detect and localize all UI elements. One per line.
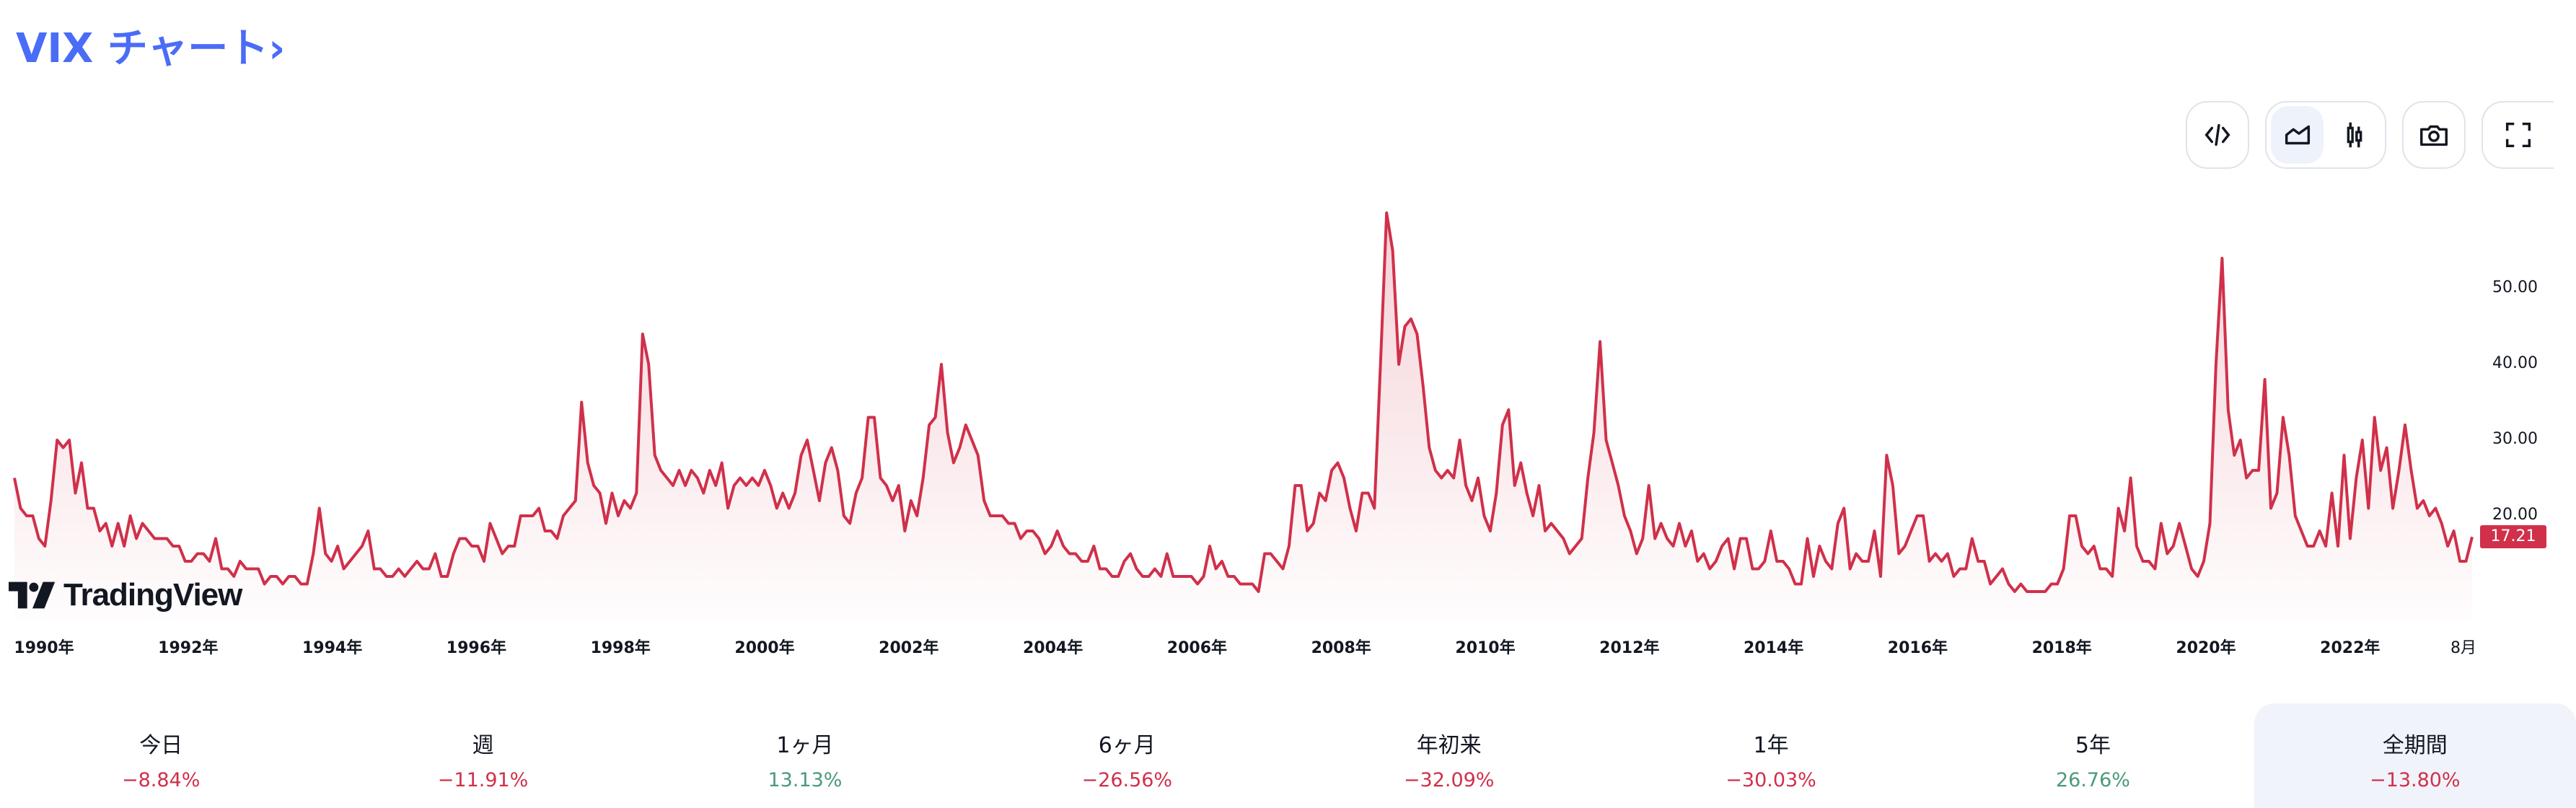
tradingview-logo-icon xyxy=(9,581,56,609)
perf-tab-6month[interactable]: 6ヶ月 −26.56% xyxy=(966,703,1288,808)
chart-title-link[interactable]: VIX チャート› xyxy=(16,25,286,72)
perf-value: 26.76% xyxy=(2055,769,2130,791)
perf-value: −26.56% xyxy=(1081,769,1173,791)
perf-value: −13.80% xyxy=(2370,769,2461,791)
x-tick-label: 1990年 xyxy=(14,639,74,657)
perf-label: 全期間 xyxy=(2382,733,2448,758)
perf-tab-all-time[interactable]: 全期間 −13.80% xyxy=(2254,703,2576,808)
snapshot-button[interactable] xyxy=(2402,101,2466,169)
price-line xyxy=(13,211,2474,593)
camera-icon xyxy=(2420,125,2448,146)
x-tick-label: 1992年 xyxy=(158,639,219,657)
last-price-label: 17.21 xyxy=(2480,525,2546,548)
perf-value: 13.13% xyxy=(768,769,843,791)
perf-label: 6ヶ月 xyxy=(1098,733,1156,758)
tradingview-logo-text: TradingView xyxy=(63,577,242,612)
tradingview-logo[interactable]: TradingView xyxy=(9,577,242,613)
x-tick-label: 8月 xyxy=(2450,639,2476,657)
vix-area-chart[interactable] xyxy=(0,180,2576,642)
perf-label: 週 xyxy=(472,733,494,758)
y-tick-label: 20.00 xyxy=(2492,506,2538,524)
perf-label: 年初来 xyxy=(1416,733,1482,758)
x-tick-label: 2002年 xyxy=(879,639,939,657)
perf-value: −30.03% xyxy=(1726,769,1816,791)
perf-value: −32.09% xyxy=(1403,769,1495,791)
candlestick-icon xyxy=(2347,122,2362,148)
fullscreen-button[interactable] xyxy=(2482,101,2554,169)
x-tick-label: 2020年 xyxy=(2176,639,2236,657)
perf-label: 1年 xyxy=(1753,733,1789,758)
perf-tab-ytd[interactable]: 年初来 −32.09% xyxy=(1288,703,1610,808)
area-fill xyxy=(14,213,2472,620)
x-tick-label: 2010年 xyxy=(1455,639,1516,657)
embed-code-button[interactable] xyxy=(2186,101,2249,169)
perf-tab-week[interactable]: 週 −11.91% xyxy=(322,703,643,808)
y-tick-label: 40.00 xyxy=(2492,354,2538,372)
x-tick-label: 2016年 xyxy=(1887,639,1948,657)
perf-label: 1ヶ月 xyxy=(776,733,834,758)
perf-tab-5year[interactable]: 5年 26.76% xyxy=(1932,703,2254,808)
y-tick-label: 30.00 xyxy=(2492,430,2538,448)
x-tick-label: 2014年 xyxy=(1743,639,1804,657)
y-tick-label: 50.00 xyxy=(2492,278,2538,297)
x-tick-label: 1996年 xyxy=(446,639,507,657)
x-tick-label: 1998年 xyxy=(590,639,651,657)
perf-label: 今日 xyxy=(139,733,183,758)
x-tick-label: 2004年 xyxy=(1022,639,1083,657)
x-tick-label: 2000年 xyxy=(734,639,795,657)
chart-style-toggle xyxy=(2265,101,2386,169)
x-tick-label: 2018年 xyxy=(2031,639,2092,657)
area-style-button[interactable] xyxy=(2271,106,2324,164)
x-tick-label: 2022年 xyxy=(2320,639,2381,657)
perf-label: 5年 xyxy=(2075,733,2111,758)
x-tick-label: 1994年 xyxy=(302,639,363,657)
perf-tab-1year[interactable]: 1年 −30.03% xyxy=(1610,703,1932,808)
performance-tabs: 今日 −8.84% 週 −11.91% 1ヶ月 13.13% 6ヶ月 −26.56% 年… xyxy=(0,703,2576,808)
perf-value: −11.91% xyxy=(437,769,529,791)
x-tick-label: 2008年 xyxy=(1311,639,1371,657)
perf-tab-today[interactable]: 今日 −8.84% xyxy=(0,703,322,808)
perf-value: −8.84% xyxy=(121,769,201,791)
fullscreen-icon xyxy=(2505,122,2531,148)
area-chart-icon xyxy=(2285,125,2310,145)
code-icon xyxy=(2204,123,2230,146)
perf-tab-1month[interactable]: 1ヶ月 13.13% xyxy=(644,703,966,808)
candle-style-button[interactable] xyxy=(2328,106,2381,164)
x-tick-label: 2012年 xyxy=(1599,639,1660,657)
x-tick-label: 2006年 xyxy=(1166,639,1228,657)
